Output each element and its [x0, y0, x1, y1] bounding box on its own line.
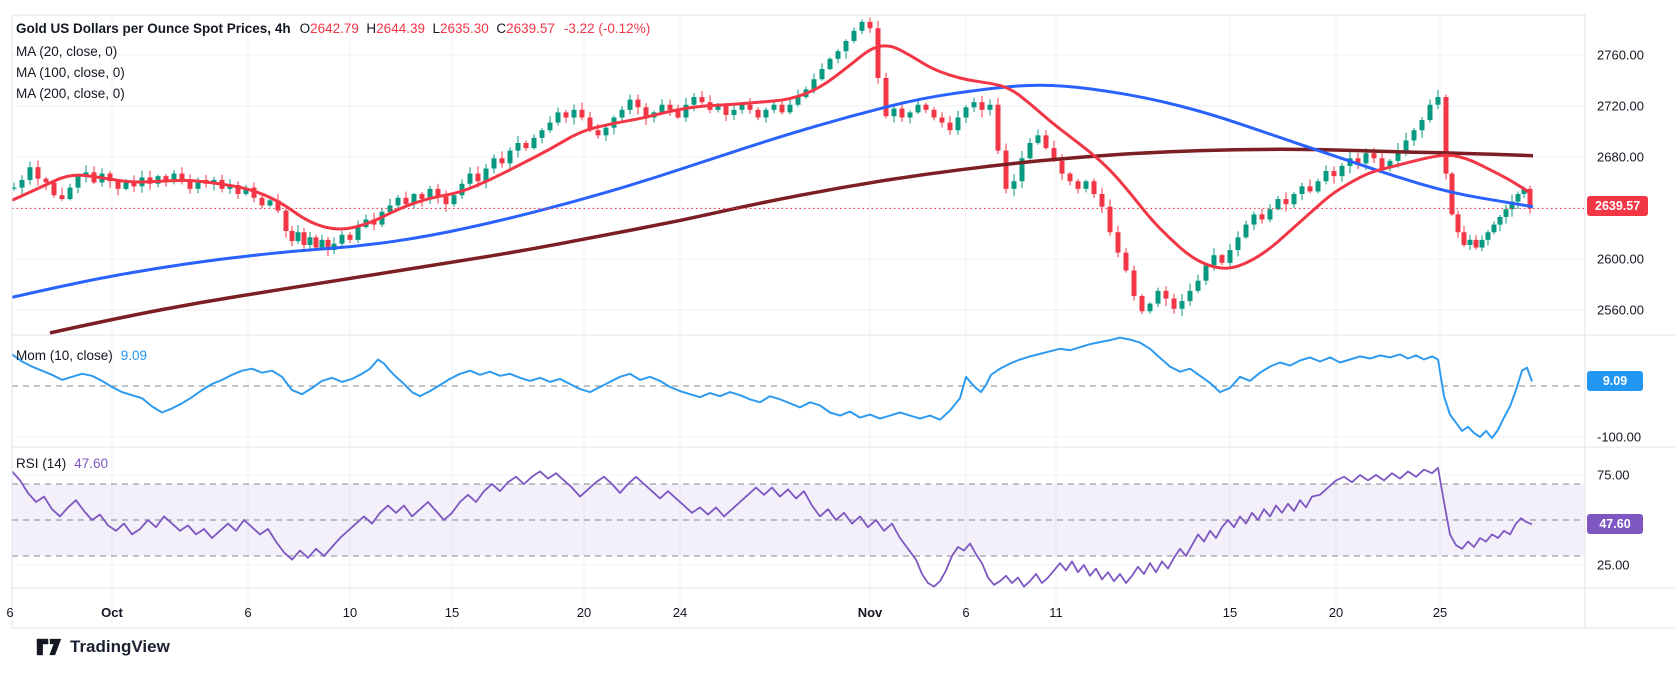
high-label: H: [366, 21, 377, 36]
svg-text:20: 20: [1329, 605, 1343, 620]
change-value: -3.22 (-0.12%): [563, 21, 651, 36]
rsi-badge: 47.60: [1587, 514, 1643, 534]
svg-text:10: 10: [343, 605, 357, 620]
price-axis[interactable]: 2760.00 2720.00 2680.00 2600.00 2560.00 -100.…: [1597, 48, 1644, 573]
svg-text:24: 24: [673, 605, 687, 620]
moving-averages-layer: [12, 44, 1534, 335]
svg-text:20: 20: [577, 605, 591, 620]
momentum-legend[interactable]: Mom (10, close) 9.09: [16, 348, 147, 363]
candles-layer: [12, 17, 1533, 316]
svg-text:-100.00: -100.00: [1597, 430, 1641, 445]
svg-text:6: 6: [962, 605, 969, 620]
svg-text:Oct: Oct: [101, 605, 123, 620]
svg-text:6: 6: [244, 605, 251, 620]
high-value: 2644.39: [376, 21, 425, 36]
svg-text:15: 15: [445, 605, 459, 620]
symbol-title: Gold US Dollars per Ounce Spot Prices, 4…: [16, 21, 291, 36]
open-label: O: [299, 21, 311, 36]
pane-borders: [11, 14, 1675, 629]
svg-text:2560.00: 2560.00: [1597, 303, 1644, 318]
rsi-line: [12, 466, 1533, 588]
ma100-line: [12, 83, 1534, 299]
momentum-value: 9.09: [120, 348, 148, 363]
svg-text:Nov: Nov: [858, 605, 883, 620]
last-price-badge: 2639.57: [1587, 196, 1649, 216]
svg-text:2720.00: 2720.00: [1597, 99, 1644, 114]
svg-text:25.00: 25.00: [1597, 558, 1630, 573]
low-label: L: [432, 21, 441, 36]
svg-text:2600.00: 2600.00: [1597, 252, 1644, 267]
tradingview-wordmark: TradingView: [70, 637, 170, 656]
open-value: 2642.79: [310, 21, 359, 36]
rsi-legend[interactable]: RSI (14) 47.60: [16, 456, 108, 471]
tradingview-logo-icon: [36, 636, 62, 658]
ma20-line: [12, 44, 1531, 270]
symbol-title-row[interactable]: Gold US Dollars per Ounce Spot Prices, 4…: [16, 21, 650, 36]
momentum-badge: 9.09: [1587, 371, 1643, 391]
rsi-label: RSI (14): [16, 456, 67, 471]
momentum-label: Mom (10, close): [16, 348, 113, 363]
ma200-line: [49, 147, 1534, 335]
close-value: 2639.57: [506, 21, 555, 36]
legend-ma20[interactable]: MA (20, close, 0): [16, 44, 118, 59]
svg-text:11: 11: [1049, 605, 1063, 620]
svg-text:2680.00: 2680.00: [1597, 150, 1644, 165]
svg-text:15: 15: [1223, 605, 1237, 620]
momentum-line: [12, 336, 1533, 439]
svg-text:6: 6: [6, 605, 13, 620]
rsi-value: 47.60: [74, 456, 109, 471]
svg-text:2760.00: 2760.00: [1597, 48, 1644, 63]
tradingview-attribution[interactable]: TradingView: [36, 636, 170, 658]
time-axis[interactable]: 6 Oct 6 10 15 20 24 Nov 6 11 15 20 25: [6, 605, 1447, 620]
svg-text:75.00: 75.00: [1597, 468, 1630, 483]
legend-ma100[interactable]: MA (100, close, 0): [16, 65, 125, 80]
svg-text:25: 25: [1433, 605, 1447, 620]
low-value: 2635.30: [440, 21, 489, 36]
close-label: C: [496, 21, 507, 36]
legend-ma200[interactable]: MA (200, close, 0): [16, 86, 125, 101]
